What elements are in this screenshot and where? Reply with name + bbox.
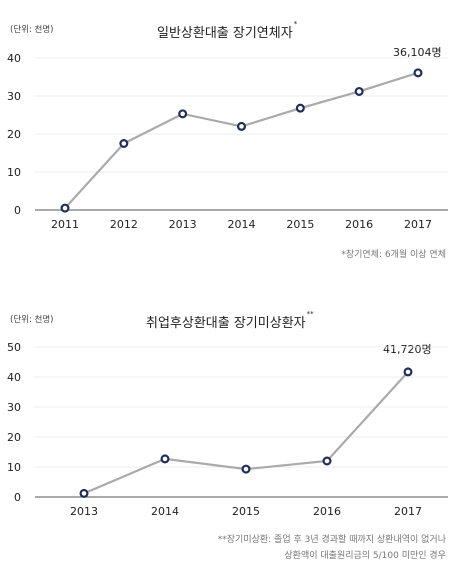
data-point <box>119 139 129 149</box>
value-annotation: 36,104명 <box>393 46 442 59</box>
value-annotation: 41,720명 <box>383 343 432 356</box>
data-point <box>79 488 89 498</box>
line-chart-1: 0 10 20 30 40 2011 2012 2013 2014 2015 2016 2017 <box>7 52 448 231</box>
chart-title-text: 일반상환대출 장기연체자 <box>157 26 293 41</box>
x-tick-label: 2014 <box>228 218 256 231</box>
y-tick-label: 50 <box>7 341 21 354</box>
data-point <box>160 454 170 464</box>
chart-panel-1: (단위: 천명) 일반상환대출 장기연체자* 36,104명 0 10 20 30 40… <box>7 20 448 263</box>
x-tick-label: 2011 <box>51 218 79 231</box>
data-point <box>295 103 305 113</box>
x-tick-label: 2016 <box>313 505 341 518</box>
y-tick-label: 0 <box>14 204 21 217</box>
series-line <box>64 71 419 209</box>
data-point <box>178 109 188 119</box>
series-line <box>83 371 409 495</box>
title-mark: ** <box>306 310 314 318</box>
x-tick-label: 2014 <box>151 505 179 518</box>
data-point <box>413 68 423 78</box>
x-tick-label: 2015 <box>286 218 314 231</box>
x-tick-label: 2016 <box>345 218 373 231</box>
unit-label: (단위: 천명) <box>10 315 54 325</box>
footnote-line: *장기연체: 6개월 이상 연체 <box>341 250 446 260</box>
x-tick-label: 2012 <box>110 218 138 231</box>
y-tick-label: 10 <box>7 166 21 179</box>
data-point <box>237 121 247 131</box>
y-tick-label: 20 <box>7 128 21 141</box>
data-point <box>403 367 413 377</box>
title-mark: * <box>293 20 298 28</box>
data-point <box>322 456 332 466</box>
x-tick-label: 2015 <box>232 505 260 518</box>
data-point <box>60 203 70 213</box>
footnote: **장기미상환: 졸업 후 3년 경과할 때까지 상환내역이 없거나 상환액이 … <box>218 532 446 564</box>
x-tick-label: 2013 <box>70 505 98 518</box>
footnote: *장기연체: 6개월 이상 연체 <box>341 247 446 263</box>
x-tick-label: 2013 <box>169 218 197 231</box>
y-tick-label: 0 <box>14 491 21 504</box>
line-chart-2: 0 10 20 30 40 50 2013 2014 2015 2016 2017 <box>7 341 448 518</box>
chart-title: 일반상환대출 장기연체자* <box>157 20 298 41</box>
chart-title: 취업후상환대출 장기미상환자** <box>146 310 314 331</box>
y-tick-label: 40 <box>7 371 21 384</box>
y-tick-label: 30 <box>7 90 21 103</box>
y-tick-label: 10 <box>7 461 21 474</box>
x-tick-label: 2017 <box>394 505 422 518</box>
x-tick-label: 2017 <box>404 218 432 231</box>
footnote-line: **장기미상환: 졸업 후 3년 경과할 때까지 상환내역이 없거나 <box>217 535 446 545</box>
y-tick-label: 40 <box>7 52 21 65</box>
chart-title-text: 취업후상환대출 장기미상환자 <box>146 316 306 331</box>
data-point <box>354 86 364 96</box>
unit-label: (단위: 천명) <box>10 25 54 35</box>
chart-panel-2: (단위: 천명) 취업후상환대출 장기미상환자** 41,720명 0 10 20 3… <box>0 300 470 573</box>
y-tick-label: 30 <box>7 401 21 414</box>
y-tick-label: 20 <box>7 431 21 444</box>
data-point <box>241 464 251 474</box>
footnote-line: 상환액이 대출원리금의 5/100 미만인 경우 <box>284 551 446 561</box>
